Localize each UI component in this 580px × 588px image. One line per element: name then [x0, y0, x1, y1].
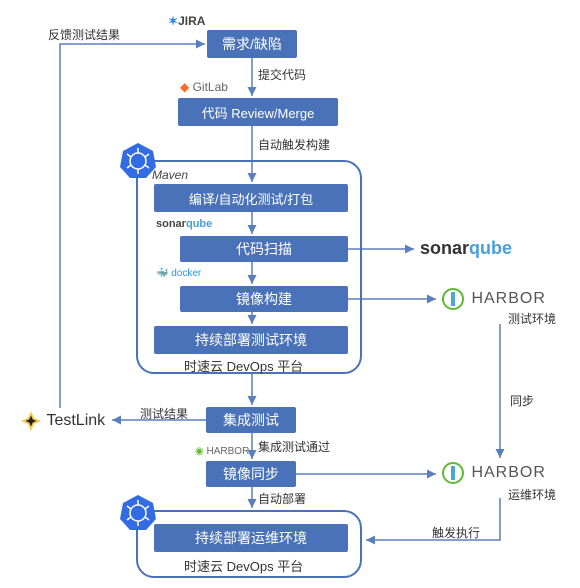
node-scan: 代码扫描 — [180, 236, 348, 262]
label-harbor-ops-env: 运维环境 — [508, 486, 556, 503]
label-harbor-test-env: 测试环境 — [508, 310, 556, 327]
brand-harbor-1: HARBOR — [442, 288, 546, 310]
label-sync: 同步 — [510, 392, 534, 409]
tool-harbor-sm: ◉ HARBOR — [195, 446, 249, 457]
tool-docker: 🐳 docker — [156, 268, 201, 279]
label-trigger-build: 自动触发构建 — [258, 136, 330, 153]
node-deploy-test: 持续部署测试环境 — [154, 326, 348, 354]
k8s-icon-2 — [118, 492, 158, 532]
label-trigger-exec: 触发执行 — [432, 524, 480, 541]
tool-jira: ✶JIRA — [168, 14, 205, 28]
k8s-icon-1 — [118, 140, 158, 180]
label-test-result: 测试结果 — [140, 405, 188, 422]
node-image-sync: 镜像同步 — [206, 461, 296, 487]
node-deploy-ops: 持续部署运维环境 — [154, 524, 348, 552]
node-integ-test: 集成测试 — [206, 407, 296, 433]
brand-testlink: TestLink — [20, 410, 105, 432]
label-auto-deploy: 自动部署 — [258, 490, 306, 507]
node-image-build: 镜像构建 — [180, 286, 348, 312]
node-review: 代码 Review/Merge — [178, 98, 338, 126]
label-commit: 提交代码 — [258, 66, 306, 83]
tool-gitlab: ◆ GitLab — [180, 80, 228, 94]
brand-harbor-2: HARBOR — [442, 462, 546, 484]
label-feedback: 反馈测试结果 — [48, 26, 120, 43]
tool-sonarqube-sm: sonarqube — [156, 218, 212, 230]
node-requirement: 需求/缺陷 — [207, 30, 297, 58]
node-build: 编译/自动化测试/打包 — [154, 184, 348, 212]
caption-devops-2: 时速云 DevOps 平台 — [184, 556, 303, 575]
label-integ-pass: 集成测试通过 — [258, 438, 330, 455]
brand-sonarqube: sonarqube — [420, 238, 512, 259]
caption-devops-1: 时速云 DevOps 平台 — [184, 356, 303, 375]
